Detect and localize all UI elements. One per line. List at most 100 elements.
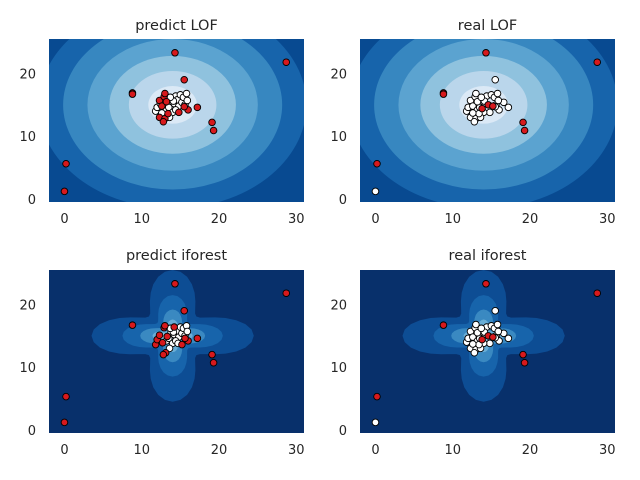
scatter-points xyxy=(371,280,601,427)
outlier-point xyxy=(164,109,172,118)
y-tick-label: 20 xyxy=(330,67,347,82)
outlier-point xyxy=(155,331,164,339)
x-tick-label: 0 xyxy=(60,212,68,227)
contour-background xyxy=(360,39,615,202)
outlier-point xyxy=(520,359,529,367)
x-tick-label: 20 xyxy=(211,443,228,458)
inlier-point xyxy=(371,418,380,427)
inlier-point xyxy=(469,109,477,117)
x-tick-label: 10 xyxy=(133,443,150,458)
axis-ticks: 0 10 20 30 0 10 20 xyxy=(330,67,615,227)
outlier-point xyxy=(128,321,137,329)
x-tick-label: 10 xyxy=(444,212,461,227)
outlier-point xyxy=(193,334,202,343)
subplot-real-lof: real LOF 0 10 20 30 0 10 20 xyxy=(330,18,615,227)
scatter-points xyxy=(60,280,290,427)
inlier-point xyxy=(494,96,503,105)
scatter-points xyxy=(371,49,601,196)
outlier-point xyxy=(181,334,189,343)
x-tick-label: 10 xyxy=(444,443,461,458)
inlier-point xyxy=(486,339,494,348)
contour-background xyxy=(360,270,615,433)
inlier-point xyxy=(469,340,477,348)
x-tick-label: 10 xyxy=(133,212,150,227)
x-tick-label: 20 xyxy=(522,212,539,227)
axis-ticks: 0 10 20 30 0 10 20 xyxy=(19,67,304,227)
outlier-point xyxy=(159,118,168,126)
inlier-point xyxy=(472,89,480,98)
x-tick-label: 30 xyxy=(288,443,305,458)
axis-ticks: 0 10 20 30 0 10 20 xyxy=(330,298,615,458)
y-tick-label: 0 xyxy=(28,424,36,439)
outlier-point xyxy=(180,75,188,84)
outlier-point xyxy=(193,103,202,112)
inlier-point xyxy=(504,103,513,112)
outlier-point xyxy=(489,333,497,341)
scatter-points xyxy=(60,49,290,196)
outlier-point xyxy=(282,289,290,297)
outlier-point xyxy=(170,323,178,331)
outlier-point xyxy=(161,89,169,98)
subplot-title: predict iforest xyxy=(126,248,227,264)
x-tick-label: 0 xyxy=(371,212,379,227)
y-tick-label: 10 xyxy=(330,130,347,145)
x-tick-label: 30 xyxy=(599,443,616,458)
y-tick-label: 10 xyxy=(19,130,36,145)
inlier-point xyxy=(183,96,192,105)
outlier-point xyxy=(171,280,179,288)
inlier-point xyxy=(494,327,503,336)
outlier-point xyxy=(478,335,486,344)
y-tick-label: 0 xyxy=(339,424,347,439)
outlier-point xyxy=(373,392,381,401)
x-tick-label: 20 xyxy=(211,212,228,227)
outlier-point xyxy=(180,102,188,111)
inlier-point xyxy=(183,327,192,336)
x-tick-label: 30 xyxy=(288,212,305,227)
outlier-point xyxy=(159,350,168,359)
inlier-point xyxy=(491,307,499,315)
outlier-point xyxy=(593,289,601,297)
y-tick-label: 20 xyxy=(19,298,36,313)
y-tick-label: 0 xyxy=(339,193,347,208)
x-tick-label: 20 xyxy=(522,443,539,458)
inlier-point xyxy=(486,108,494,117)
inlier-point xyxy=(493,89,502,98)
subplot-title: real iforest xyxy=(449,248,527,264)
outlier-point xyxy=(175,108,183,117)
y-tick-label: 0 xyxy=(28,193,36,208)
subplot-predict-iforest: predict iforest 0 10 20 30 0 10 20 xyxy=(19,248,304,458)
inlier-point xyxy=(182,89,191,98)
outlier-point xyxy=(373,160,381,168)
outlier-point xyxy=(128,90,137,98)
subplot-real-iforest: real iforest 0 10 20 30 0 10 20 xyxy=(330,248,615,458)
outlier-point xyxy=(208,350,216,359)
inlier-point xyxy=(477,324,486,333)
outlier-point xyxy=(158,338,167,347)
inlier-point xyxy=(504,334,513,343)
outlier-point xyxy=(161,322,169,330)
inlier-point xyxy=(491,75,499,84)
outlier-point xyxy=(60,418,69,427)
outlier-point xyxy=(163,332,171,341)
outlier-point xyxy=(209,359,218,367)
outlier-point xyxy=(489,102,497,110)
outlier-point xyxy=(62,392,70,401)
outlier-point xyxy=(171,49,179,57)
inlier-point xyxy=(470,118,479,126)
inlier-point xyxy=(472,320,480,329)
y-tick-label: 20 xyxy=(330,298,347,313)
outlier-point xyxy=(482,280,490,288)
outlier-point xyxy=(180,307,188,315)
x-tick-label: 0 xyxy=(60,443,68,458)
outlier-point xyxy=(478,104,486,113)
outlier-point xyxy=(209,126,218,135)
outlier-point xyxy=(178,340,186,349)
outlier-point xyxy=(60,187,69,196)
outlier-point xyxy=(519,350,527,359)
subplot-title: predict LOF xyxy=(135,18,218,34)
subplot-title: real LOF xyxy=(458,18,517,34)
y-tick-label: 10 xyxy=(19,361,36,376)
outlier-point xyxy=(482,49,490,57)
x-tick-label: 30 xyxy=(599,212,616,227)
